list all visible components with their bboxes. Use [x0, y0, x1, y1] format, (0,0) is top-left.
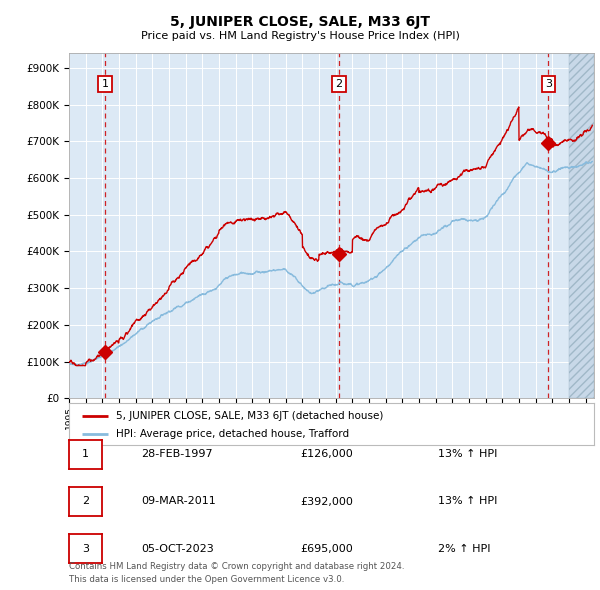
Text: 5, JUNIPER CLOSE, SALE, M33 6JT (detached house): 5, JUNIPER CLOSE, SALE, M33 6JT (detache…: [116, 411, 383, 421]
Bar: [569, 53, 594, 398]
Text: Contains HM Land Registry data © Crown copyright and database right 2024.: Contains HM Land Registry data © Crown c…: [69, 562, 404, 571]
Text: 05-OCT-2023: 05-OCT-2023: [141, 544, 214, 553]
Text: Price paid vs. HM Land Registry's House Price Index (HPI): Price paid vs. HM Land Registry's House …: [140, 31, 460, 41]
Text: 09-MAR-2011: 09-MAR-2011: [141, 497, 216, 506]
Text: £126,000: £126,000: [300, 450, 353, 459]
Text: 3: 3: [82, 544, 89, 553]
Text: 1: 1: [82, 450, 89, 459]
Text: This data is licensed under the Open Government Licence v3.0.: This data is licensed under the Open Gov…: [69, 575, 344, 584]
Text: 3: 3: [545, 79, 552, 89]
Text: 2: 2: [335, 79, 343, 89]
Text: 13% ↑ HPI: 13% ↑ HPI: [438, 450, 497, 459]
Text: 1: 1: [101, 79, 109, 89]
Text: 2% ↑ HPI: 2% ↑ HPI: [438, 544, 491, 553]
Text: £392,000: £392,000: [300, 497, 353, 506]
Text: HPI: Average price, detached house, Trafford: HPI: Average price, detached house, Traf…: [116, 428, 349, 438]
Text: 13% ↑ HPI: 13% ↑ HPI: [438, 497, 497, 506]
Text: £695,000: £695,000: [300, 544, 353, 553]
Text: 2: 2: [82, 497, 89, 506]
Text: 5, JUNIPER CLOSE, SALE, M33 6JT: 5, JUNIPER CLOSE, SALE, M33 6JT: [170, 15, 430, 29]
Text: 28-FEB-1997: 28-FEB-1997: [141, 450, 212, 459]
